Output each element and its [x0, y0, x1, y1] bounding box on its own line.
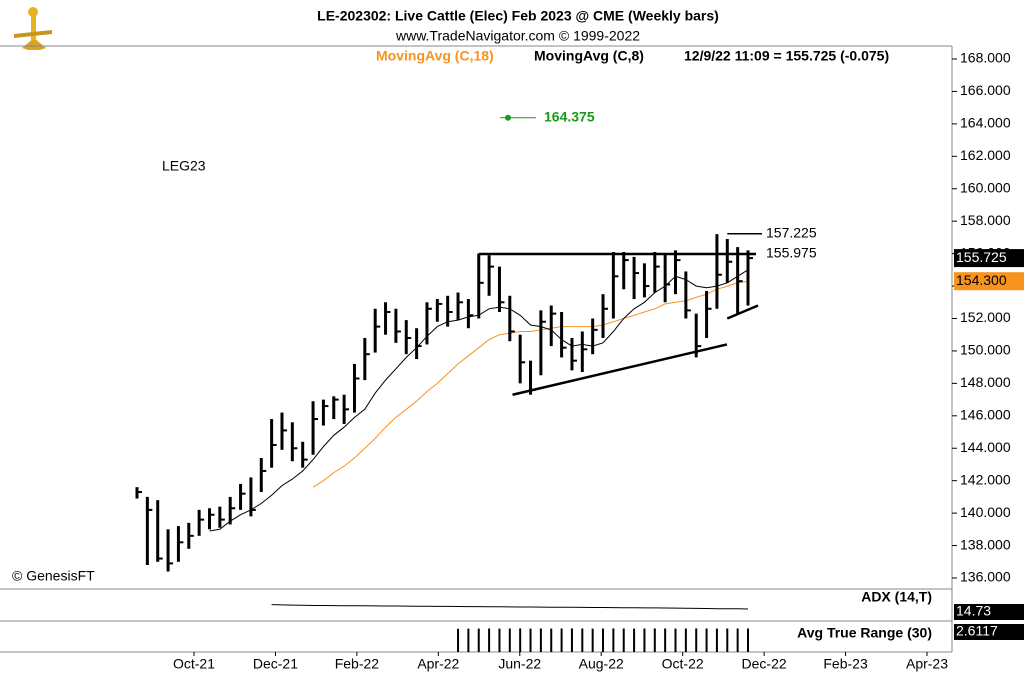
x-tick-label: Oct-21: [173, 656, 215, 672]
y-tick-label: 162.000: [960, 147, 1011, 163]
price-badge-label: 154.300: [956, 272, 1007, 288]
y-tick-label: 140.000: [960, 504, 1011, 520]
price-badge: [954, 272, 1024, 291]
trendline: [726, 304, 759, 320]
status: 12/9/22 11:09 = 155.725 (-0.075): [684, 48, 889, 64]
adx-badge-label: 14.73: [956, 603, 991, 619]
y-tick-label: 168.000: [960, 50, 1011, 66]
y-tick-label: 160.000: [960, 179, 1011, 195]
y-tick-label: 144.000: [960, 439, 1011, 455]
x-tick-label: Feb-22: [335, 656, 380, 672]
atr-label: Avg True Range (30): [797, 625, 932, 641]
y-tick-label: 158.000: [960, 212, 1011, 228]
x-tick-label: Feb-23: [823, 656, 868, 672]
x-tick-label: Dec-21: [253, 656, 298, 672]
trendline: [512, 343, 728, 396]
adx-line: [271, 604, 749, 610]
x-tick-label: Jun-22: [498, 656, 541, 672]
y-tick-label: 142.000: [960, 471, 1011, 487]
price-badge-label: 155.725: [956, 249, 1007, 265]
price-badge: [954, 249, 1024, 268]
adx-label: ADX (14,T): [861, 589, 932, 605]
y-tick-label: 152.000: [960, 309, 1011, 325]
x-tick-label: Apr-23: [906, 656, 948, 672]
chart-title: LE-202302: Live Cattle (Elec) Feb 2023 @…: [317, 8, 719, 24]
level-label: 157.225: [766, 224, 817, 240]
y-tick-label: 150.000: [960, 342, 1011, 358]
y-tick-label: 148.000: [960, 374, 1011, 390]
x-tick-label: Dec-22: [742, 656, 787, 672]
marker-point: [505, 114, 511, 121]
y-tick-label: 164.000: [960, 115, 1011, 131]
x-tick-label: Apr-22: [417, 656, 459, 672]
legend-entry: MovingAvg (C,8): [534, 48, 644, 64]
atr-badge: [954, 624, 1024, 640]
subtitle: www.TradeNavigator.com © 1999-2022: [395, 28, 640, 44]
logo: [14, 7, 52, 50]
level-label: 155.975: [766, 245, 817, 261]
moving-average: [312, 280, 749, 488]
y-tick-label: 136.000: [960, 569, 1011, 585]
marker-label: 164.375: [544, 108, 595, 124]
y-tick-label: 166.000: [960, 82, 1011, 98]
legend-entry: MovingAvg (C,18): [376, 48, 494, 64]
atr-badge-label: 2.6117: [956, 623, 998, 639]
x-tick-label: Oct-22: [662, 656, 704, 672]
copyright: © GenesisFT: [12, 568, 95, 584]
x-tick-label: Aug-22: [579, 656, 624, 672]
y-tick-label: 138.000: [960, 536, 1011, 552]
adx-badge: [954, 604, 1024, 620]
y-tick-label: 146.000: [960, 407, 1011, 423]
symbol-label: LEG23: [162, 158, 206, 174]
